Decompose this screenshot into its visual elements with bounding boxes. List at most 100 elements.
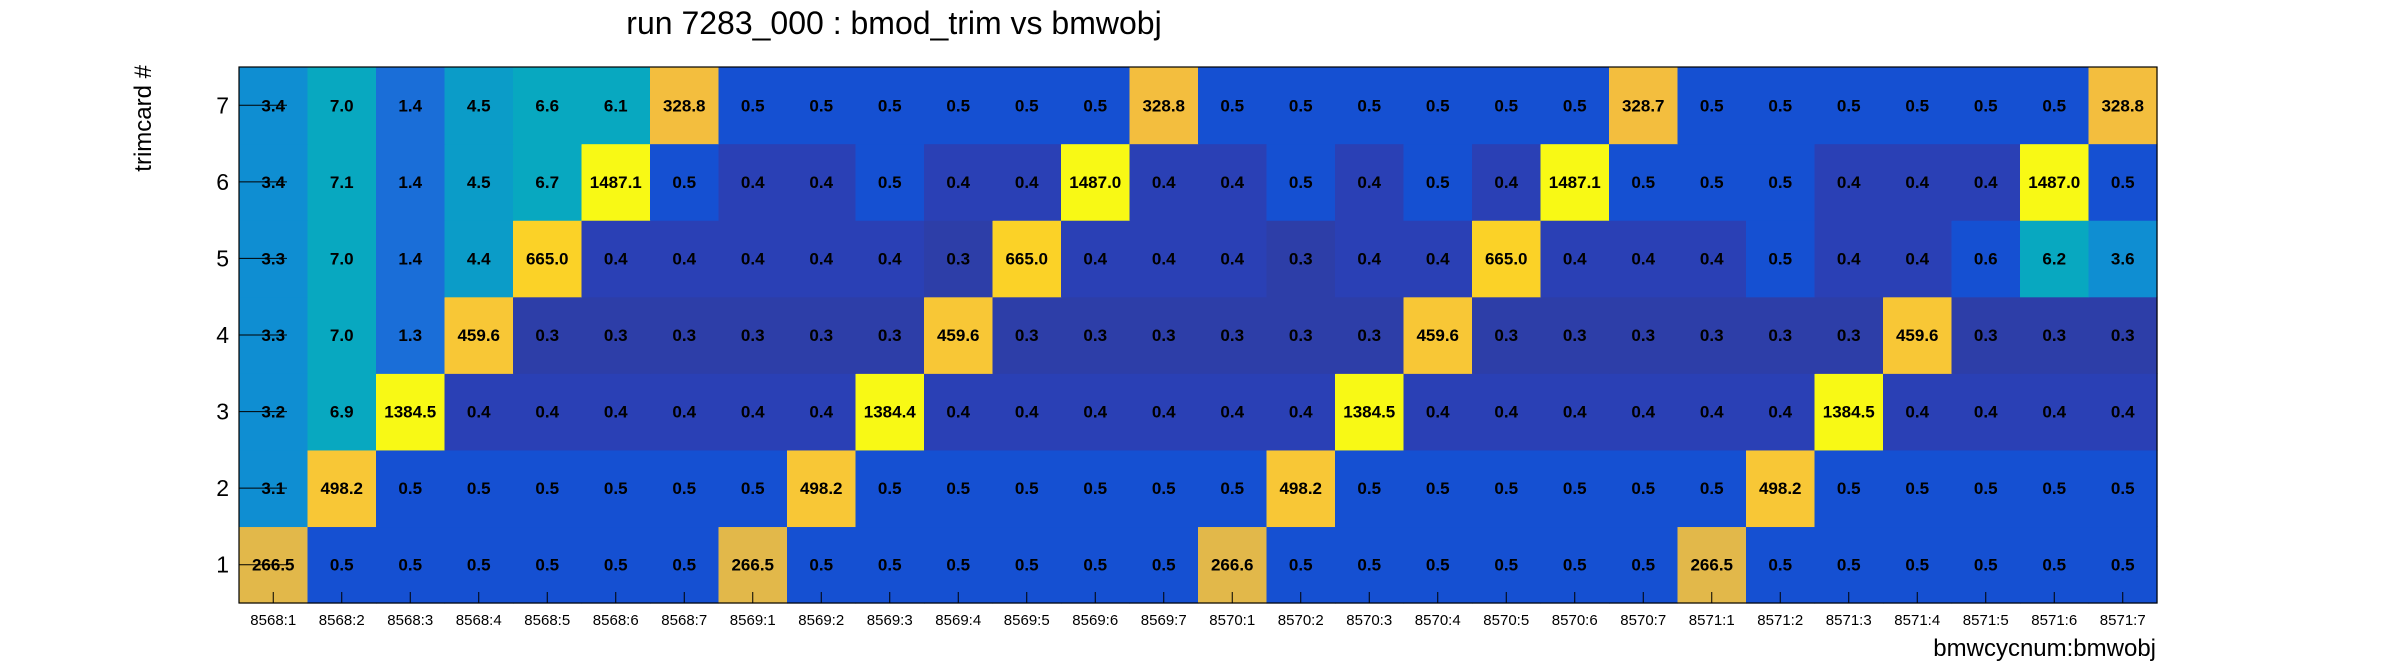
heatmap-cell bbox=[787, 143, 857, 221]
heatmap-cell bbox=[855, 449, 925, 528]
heatmap-cell bbox=[924, 373, 994, 451]
y-tick-label: 1 bbox=[216, 552, 229, 578]
x-tick-label: 8570:4 bbox=[1415, 612, 1461, 629]
cell-value-label: 0.4 bbox=[1426, 403, 1450, 422]
heatmap-cell bbox=[787, 220, 857, 298]
heatmap-cell bbox=[1746, 373, 1816, 451]
heatmap-cell bbox=[1677, 449, 1747, 528]
cell-value-label: 0.5 bbox=[330, 556, 354, 575]
cell-value-label: 0.5 bbox=[1974, 556, 1998, 575]
heatmap-cell bbox=[376, 67, 446, 145]
cell-value-label: 0.4 bbox=[1905, 403, 1929, 422]
cell-value-label: 0.4 bbox=[604, 403, 628, 422]
cell-value-label: 0.4 bbox=[2111, 403, 2135, 422]
heatmap-cell bbox=[1198, 449, 1268, 528]
cell-value-label: 0.3 bbox=[1357, 326, 1381, 345]
x-tick-label: 8570:5 bbox=[1483, 612, 1529, 629]
cell-value-label: 0.3 bbox=[672, 326, 696, 345]
cell-value-label: 0.3 bbox=[878, 326, 902, 345]
cell-value-label: 0.4 bbox=[1083, 403, 1107, 422]
cell-value-label: 1487.1 bbox=[590, 173, 642, 192]
cell-value-label: 0.5 bbox=[604, 556, 628, 575]
heatmap-cell bbox=[444, 526, 514, 604]
heatmap-cell bbox=[1540, 296, 1610, 374]
heatmap-cell bbox=[1335, 373, 1405, 451]
heatmap-cell bbox=[1883, 143, 1953, 221]
cell-value-label: 0.4 bbox=[1220, 403, 1244, 422]
heatmap-cell bbox=[787, 526, 857, 604]
cell-value-label: 0.6 bbox=[1974, 249, 1998, 268]
cell-value-label: 0.5 bbox=[467, 556, 491, 575]
heatmap-cell bbox=[1198, 526, 1268, 604]
cell-value-label: 0.4 bbox=[1357, 173, 1381, 192]
cell-value-label: 0.3 bbox=[741, 326, 765, 345]
cell-value-label: 0.4 bbox=[1357, 249, 1381, 268]
cell-value-label: 1384.5 bbox=[1823, 403, 1875, 422]
cell-value-label: 0.5 bbox=[741, 96, 765, 115]
heatmap-cell bbox=[992, 373, 1062, 451]
heatmap-cell bbox=[718, 526, 788, 604]
cell-value-label: 0.5 bbox=[1768, 173, 1792, 192]
cell-value-label: 0.5 bbox=[878, 556, 902, 575]
cell-value-label: 1384.5 bbox=[384, 403, 436, 422]
cell-value-label: 0.5 bbox=[1631, 479, 1655, 498]
cell-value-label: 0.5 bbox=[467, 479, 491, 498]
heatmap-cell bbox=[1951, 220, 2021, 298]
cell-value-label: 459.6 bbox=[1416, 326, 1459, 345]
heatmap-cell bbox=[1335, 67, 1405, 145]
cell-value-label: 0.4 bbox=[1563, 249, 1587, 268]
x-tick-label: 8568:5 bbox=[524, 612, 570, 629]
cell-value-label: 266.5 bbox=[1690, 556, 1733, 575]
y-axis-ticks: 1 2 3 4 5 6 7 bbox=[216, 92, 287, 578]
cell-value-label: 0.3 bbox=[809, 326, 833, 345]
x-tick-label: 8571:4 bbox=[1894, 612, 1940, 629]
cell-value-label: 1.4 bbox=[398, 173, 422, 192]
cell-value-label: 0.5 bbox=[809, 96, 833, 115]
heatmap-cell bbox=[650, 373, 720, 451]
cell-value-label: 3.6 bbox=[2111, 249, 2135, 268]
heatmap-cell bbox=[581, 373, 651, 451]
cell-value-label: 0.4 bbox=[809, 173, 833, 192]
heatmap-cell bbox=[1540, 220, 1610, 298]
heatmap-cell bbox=[924, 526, 994, 604]
heatmap-cell bbox=[992, 526, 1062, 604]
heatmap-cell bbox=[2020, 220, 2090, 298]
cell-value-label: 0.5 bbox=[398, 556, 422, 575]
x-tick-label: 8569:3 bbox=[867, 612, 913, 629]
cell-value-label: 0.5 bbox=[1015, 479, 1039, 498]
heatmap-cell bbox=[1403, 67, 1473, 145]
cell-value-label: 0.4 bbox=[741, 173, 765, 192]
cell-value-label: 0.5 bbox=[1357, 96, 1381, 115]
x-tick-label: 8570:3 bbox=[1346, 612, 1392, 629]
heatmap-cell bbox=[1061, 67, 1131, 145]
heatmap-cell bbox=[1472, 373, 1542, 451]
heatmap-cell bbox=[513, 220, 583, 298]
heatmap-cell bbox=[718, 143, 788, 221]
x-tick-label: 8570:2 bbox=[1278, 612, 1324, 629]
heatmap-cell bbox=[924, 296, 994, 374]
heatmap-cell bbox=[924, 67, 994, 145]
cell-value-label: 0.5 bbox=[1837, 479, 1861, 498]
cell-value-label: 0.5 bbox=[878, 173, 902, 192]
heatmap-cell bbox=[1746, 67, 1816, 145]
chart-title: run 7283_000 : bmod_trim vs bmwobj bbox=[626, 5, 1161, 41]
cell-value-label: 0.4 bbox=[1220, 173, 1244, 192]
heatmap-cell bbox=[307, 67, 377, 145]
x-tick-label: 8569:7 bbox=[1141, 612, 1187, 629]
cell-value-label: 0.5 bbox=[946, 479, 970, 498]
x-tick-label: 8568:7 bbox=[661, 612, 707, 629]
heatmap-cell bbox=[1403, 143, 1473, 221]
cell-value-label: 0.5 bbox=[878, 96, 902, 115]
cell-value-label: 0.5 bbox=[535, 556, 559, 575]
cell-value-label: 4.4 bbox=[467, 249, 491, 268]
heatmap-cell bbox=[1814, 143, 1884, 221]
heatmap-cell bbox=[992, 296, 1062, 374]
heatmap-cell bbox=[1266, 526, 1336, 604]
heatmap-cell bbox=[855, 67, 925, 145]
y-tick-label: 3 bbox=[216, 399, 229, 425]
cell-value-label: 0.4 bbox=[1015, 403, 1039, 422]
heatmap-cell bbox=[1198, 67, 1268, 145]
heatmap-cell bbox=[2088, 143, 2158, 221]
heatmap-cell bbox=[1951, 373, 2021, 451]
cell-value-label: 0.5 bbox=[1700, 479, 1724, 498]
